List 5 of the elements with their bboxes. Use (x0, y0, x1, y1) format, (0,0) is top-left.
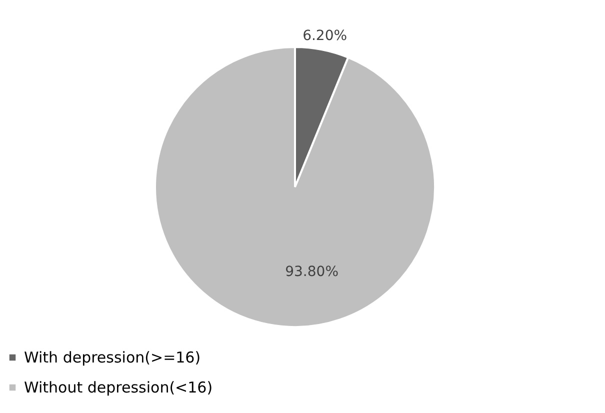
legend-label: With depression(>=16) (24, 348, 201, 366)
legend-label: Without depression(<16) (24, 378, 213, 396)
data-label: 6.20% (302, 28, 348, 44)
data-label: 93.80% (285, 264, 338, 280)
pie-slice (154, 46, 436, 328)
